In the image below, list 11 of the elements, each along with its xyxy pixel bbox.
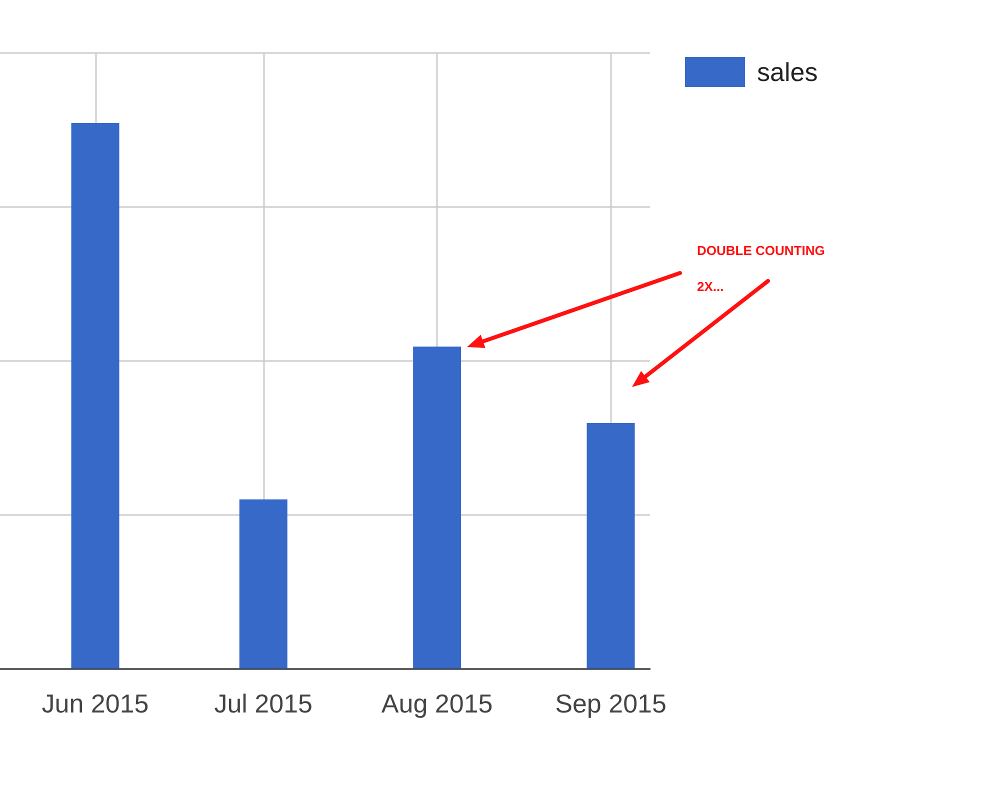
x-tick-label: Jul 2015 (214, 688, 313, 718)
bar (71, 122, 120, 668)
bar (586, 423, 635, 668)
x-tick-label: Sep 2015 (555, 688, 666, 718)
text: DOUBLE COUNTING (697, 243, 825, 258)
text: 2X... (697, 279, 724, 294)
x-tick-label: Jun 2015 (42, 688, 149, 718)
bar (239, 499, 288, 668)
x-tick-label: Aug 2015 (381, 688, 493, 718)
bar (413, 346, 462, 668)
legend-label: sales (757, 57, 818, 87)
